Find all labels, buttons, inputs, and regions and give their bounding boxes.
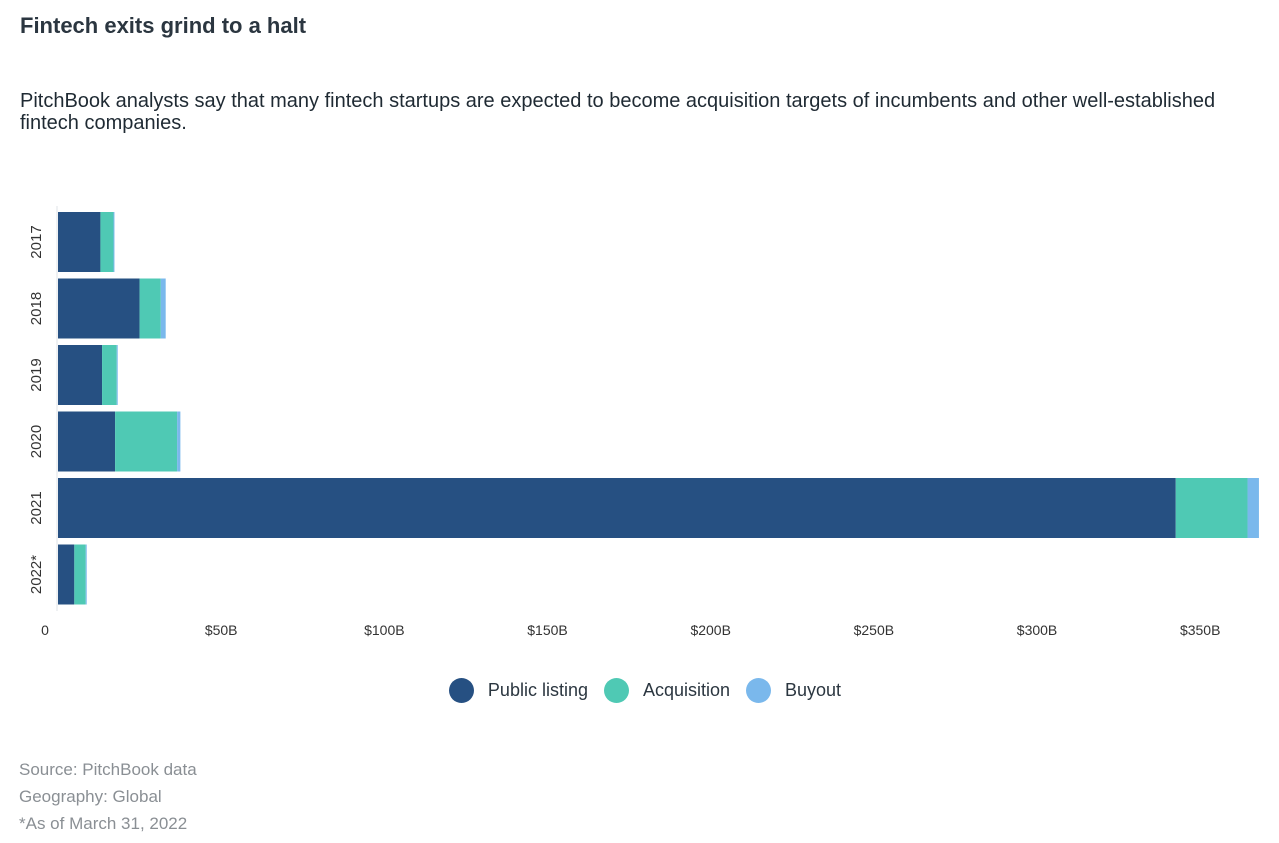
bar-public-listing-2019 (58, 345, 103, 405)
x-tick-label--100b: $100B (364, 622, 404, 638)
x-tick-label--150b: $150B (527, 622, 567, 638)
source-note: Source: PitchBook data (19, 760, 197, 779)
y-tick-label-2020: 2020 (28, 425, 45, 458)
bar-acquisition-2017 (100, 212, 114, 272)
bar-acquisition-2020 (115, 411, 178, 472)
chart-subtitle: PitchBook analysts say that many fintech… (20, 90, 1216, 134)
legend-swatch-buyout (746, 678, 772, 703)
bar-buyout-2021 (1247, 478, 1259, 538)
x-tick-label--250b: $250B (854, 622, 894, 638)
y-tick-label-2019: 2019 (28, 358, 45, 391)
bar-buyout-2020 (177, 411, 181, 472)
legend-label-acquisition: Acquisition (642, 680, 731, 700)
bar-public-listing-2022 (58, 544, 75, 605)
bar-acquisition-2018 (139, 278, 161, 339)
bar-public-listing-2021 (58, 478, 1176, 538)
legend-label-buyout: Buyout (785, 680, 842, 700)
legend-swatch-acquisition (603, 678, 629, 703)
footnotes: Source: PitchBook data Geography: Global… (19, 756, 197, 837)
chart-legend: Public listing Acquisition Buyout (0, 678, 1279, 703)
bar-buyout-2019 (116, 345, 118, 405)
x-tick-label--300b: $300B (1017, 622, 1057, 638)
bar-buyout-2022 (85, 544, 87, 605)
x-tick-label--50b: $50B (205, 622, 238, 638)
as-of-note: *As of March 31, 2022 (19, 814, 188, 833)
x-tick-label--350b: $350B (1180, 622, 1220, 638)
legend-item-acquisition[interactable]: Acquisition (603, 678, 731, 703)
legend-item-public-listing[interactable]: Public listing (448, 678, 588, 703)
y-tick-label-2017: 2017 (28, 225, 45, 258)
geography-note: Geography: Global (19, 787, 162, 806)
bar-buyout-2018 (160, 278, 166, 339)
bar-public-listing-2018 (58, 278, 140, 339)
x-tick-label--200b: $200B (690, 622, 730, 638)
chart-title: Fintech exits grind to a halt (20, 13, 307, 38)
bar-acquisition-2022 (74, 544, 86, 605)
legend-swatch-public-listing (448, 678, 474, 703)
legend-item-buyout[interactable]: Buyout (746, 678, 841, 703)
y-tick-label-2018: 2018 (28, 292, 45, 325)
stacked-bar-chart: 2017 2018 2019 2020 2021 2022* 0 $50B $100B $150B… (28, 206, 1259, 638)
y-tick-label-2021: 2021 (28, 491, 45, 524)
bar-public-listing-2020 (58, 411, 116, 472)
bar-acquisition-2021 (1175, 478, 1248, 538)
bar-public-listing-2017 (58, 212, 101, 272)
bar-acquisition-2019 (102, 345, 117, 405)
bar-buyout-2017 (113, 212, 115, 272)
legend-label-public-listing: Public listing (487, 680, 588, 700)
y-tick-label-2022: 2022* (28, 555, 45, 594)
x-tick-label-0: 0 (41, 622, 49, 638)
